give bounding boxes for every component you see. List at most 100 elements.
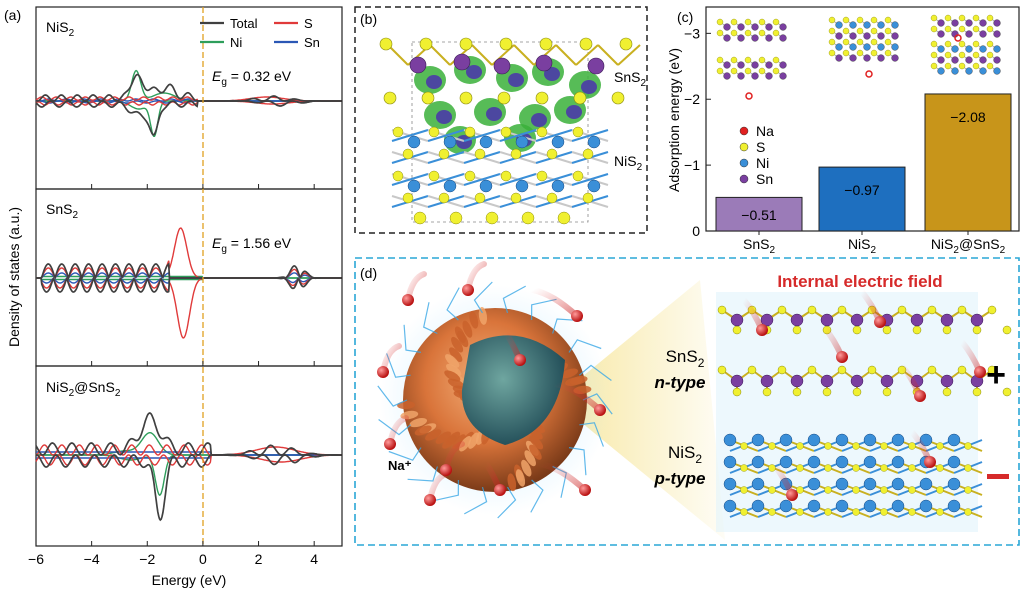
nanosheet-petal [560, 368, 579, 379]
s-atom [717, 305, 727, 315]
ni-atom [891, 43, 899, 51]
s-atom [730, 29, 738, 37]
na-ion [579, 484, 591, 496]
sn-atom [737, 34, 745, 42]
band-gap-nis2: Eg = 0.32 eV [212, 68, 292, 88]
lightning-filament [473, 281, 493, 314]
s-atom [792, 325, 802, 335]
atom-legend-swatch-ni [739, 158, 749, 168]
sn-atom [751, 34, 759, 42]
na-ion [440, 464, 452, 476]
s-atom [936, 464, 944, 472]
bond [617, 44, 641, 66]
s-atom [964, 486, 972, 494]
s-atom [936, 442, 944, 450]
ni-atom [587, 179, 601, 193]
ni-atom [587, 135, 601, 149]
ni-atom [479, 179, 493, 193]
s-atom [796, 508, 804, 516]
s-atom [402, 148, 414, 160]
s-atom [964, 508, 972, 516]
ni-atom [849, 21, 857, 29]
s-atom [573, 91, 587, 105]
lightning-filament [531, 298, 557, 321]
s-atom [986, 40, 994, 48]
lightning-filament [403, 324, 422, 353]
s-atom [619, 37, 633, 51]
ni-atom [407, 179, 421, 193]
s-atom [758, 56, 766, 64]
na-ion [786, 489, 798, 501]
s-atom [880, 508, 888, 516]
ni-atom [835, 455, 849, 469]
sn-atom [779, 72, 787, 80]
s-atom [379, 37, 393, 51]
ni-atom [947, 433, 961, 447]
charge-depletion-blob [508, 73, 524, 87]
sn-atom [820, 374, 834, 388]
s-atom [972, 325, 982, 335]
s-atom [744, 18, 752, 26]
bond [571, 129, 609, 142]
nanosheet-petal [451, 336, 464, 353]
ni-atom [443, 135, 457, 149]
dos-line-s-3-up [35, 444, 342, 456]
s-atom [986, 25, 994, 33]
s-atom [740, 442, 748, 450]
s-atom [856, 16, 864, 24]
x-axis-title: Energy (eV) [152, 572, 227, 588]
dos-line-s-3-down [35, 454, 342, 466]
ni-atom [863, 477, 877, 491]
s-atom [459, 91, 473, 105]
sn-atom [880, 374, 894, 388]
s-atom [777, 305, 787, 315]
sn-atom [765, 72, 773, 80]
na-ion-label: Na⁺ [388, 458, 412, 473]
x-tick-label: −2 [139, 551, 155, 567]
ni-atom [877, 43, 885, 51]
bar-sns2 [715, 196, 803, 232]
nis2-type-label: p-type [654, 469, 706, 488]
negative-charge-sign [987, 474, 1009, 479]
sn-atom [877, 54, 885, 62]
s-atom [852, 387, 862, 397]
ni-atom [751, 433, 765, 447]
s-atom [796, 486, 804, 494]
s-atom [1002, 325, 1012, 335]
s-atom [772, 56, 780, 64]
sn-atom [790, 374, 804, 388]
s-atom [758, 67, 766, 75]
ni-atom [835, 477, 849, 491]
y-axis-title: Density of states (a.u.) [6, 207, 22, 347]
bar-category-label: NiS2@SnS2 [931, 236, 1006, 256]
s-atom [732, 325, 742, 335]
nanosheet-petal [569, 375, 588, 385]
sns2-type-label: n-type [655, 373, 706, 392]
sn-atom [849, 32, 857, 40]
s-atom [987, 365, 997, 375]
na-adsorbate [865, 70, 873, 78]
sn-atom [835, 54, 843, 62]
s-atom [880, 486, 888, 494]
s-atom [884, 38, 892, 46]
atom-legend-label-ni: Ni [756, 155, 769, 171]
s-atom [908, 442, 916, 450]
sn-atom [993, 30, 1001, 38]
charge-depletion-blob [436, 110, 452, 124]
nanosheet-petal [446, 363, 462, 377]
s-atom [730, 67, 738, 75]
s-atom [732, 387, 742, 397]
sn-atom [760, 313, 774, 327]
ni-atom [947, 499, 961, 513]
subplot-2-title: SnS2 [46, 201, 78, 221]
ni-atom [551, 135, 565, 149]
s-atom [497, 91, 511, 105]
sn-atom [765, 61, 773, 69]
nanosheet-petal [414, 425, 432, 436]
sn-atom [863, 54, 871, 62]
s-atom [777, 365, 787, 375]
bond [575, 44, 599, 66]
dos-line-s-1-down [35, 100, 342, 106]
s-atom [824, 508, 832, 516]
sn-atom [850, 374, 864, 388]
